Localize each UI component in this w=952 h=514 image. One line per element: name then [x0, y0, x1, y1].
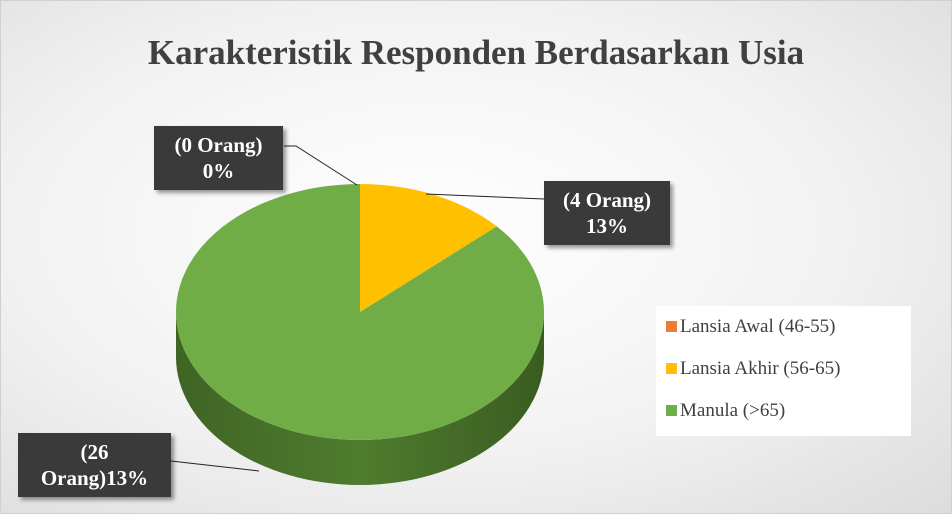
- chart-title: Karakteristik Responden Berdasarkan Usia: [147, 33, 805, 72]
- legend-label: Lansia Awal (46-55): [680, 316, 836, 337]
- pie-side: [176, 312, 544, 485]
- legend-item: Manula (>65): [666, 400, 785, 422]
- pie-slice: [176, 184, 544, 441]
- legend: Lansia Awal (46-55) Lansia Akhir (56-65) M…: [656, 306, 911, 436]
- data-label: (0 Orang) 0%: [154, 126, 283, 190]
- pie-slice: [360, 184, 497, 312]
- legend-swatch: [666, 405, 677, 416]
- data-label: (26 Orang)13%: [18, 433, 171, 497]
- legend-swatch: [666, 321, 677, 332]
- legend-label: Manula (>65): [680, 400, 786, 421]
- legend-swatch: [666, 363, 677, 374]
- data-label: (4 Orang) 13%: [544, 181, 670, 245]
- legend-item: Lansia Akhir (56-65): [666, 358, 840, 380]
- legend-item: Lansia Awal (46-55): [666, 316, 836, 338]
- leader-line: [425, 193, 545, 200]
- leader-line: [170, 460, 260, 472]
- leader-line: [284, 145, 358, 186]
- legend-label: Lansia Akhir (56-65): [680, 358, 841, 379]
